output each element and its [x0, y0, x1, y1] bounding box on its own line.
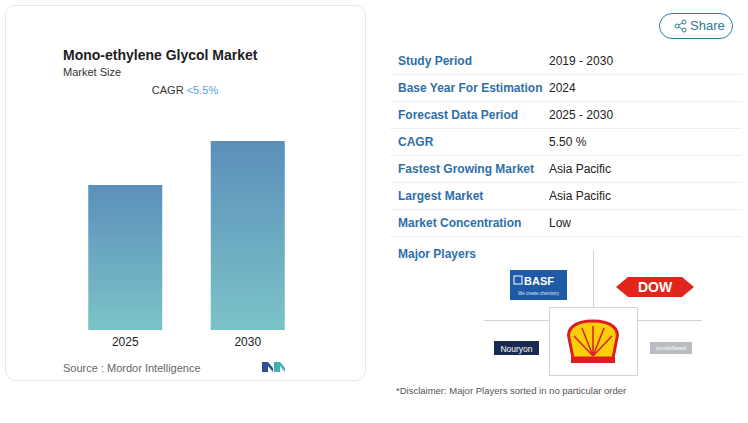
info-label: Forecast Data Period — [398, 108, 518, 122]
nouryon-name: Nouryon — [500, 344, 532, 354]
info-label: CAGR — [398, 135, 434, 149]
lyondellbasell-box — [650, 342, 692, 354]
share-icon-node — [682, 20, 686, 24]
x-tick-label: 2025 — [112, 335, 139, 349]
share-icon-link — [679, 23, 682, 29]
shell-base — [571, 357, 615, 363]
info-value: Low — [549, 216, 571, 230]
info-value: 2024 — [549, 81, 576, 95]
share-icon — [675, 20, 686, 32]
info-label: Fastest Growing Market — [398, 162, 534, 176]
info-label: Market Concentration — [398, 216, 521, 230]
basf-box — [510, 270, 567, 300]
bars — [88, 141, 285, 330]
info-label: Base Year For Estimation — [398, 81, 543, 95]
shell-shape — [569, 321, 618, 358]
lyondellbasell-name: lyondellbasell — [656, 345, 686, 351]
shell-logo — [569, 321, 618, 363]
bar — [88, 185, 162, 330]
share-border[interactable] — [660, 14, 733, 39]
players-title: Major Players — [398, 247, 476, 261]
row-divider — [390, 74, 742, 75]
basf-square — [514, 276, 522, 284]
mi-logo-part — [274, 362, 285, 372]
row-divider — [390, 155, 742, 156]
chart-card — [6, 6, 366, 381]
source: Source : Mordor Intelligence — [63, 362, 201, 374]
cagr-annotation: CAGR <5.5% — [152, 84, 219, 96]
basf-tagline: We create chemistry — [518, 291, 560, 296]
info-value: 2019 - 2030 — [549, 54, 613, 68]
disclaimer: *Disclaimer: Major Players sorted in no … — [396, 385, 626, 396]
x-tick-label: 2030 — [234, 335, 261, 349]
chart-title: Mono-ethylene Glycol Market — [63, 47, 258, 63]
row-divider — [390, 236, 742, 237]
dow-logo: DOW — [616, 277, 694, 297]
mi-logo-part — [262, 362, 273, 372]
info-label: Largest Market — [398, 189, 483, 203]
nouryon-logo: Nouryon — [494, 341, 539, 355]
annotation-value: <5.5% — [187, 84, 219, 96]
lyondellbasell-logo: lyondellbasell — [650, 342, 692, 354]
dow-diamond — [616, 277, 694, 297]
row-divider — [390, 209, 742, 210]
share-label: Share — [690, 18, 725, 33]
basf-logo: BASF We create chemistry — [510, 270, 567, 300]
share-button[interactable]: Share — [660, 14, 733, 39]
shell-box — [550, 308, 638, 376]
row-divider — [390, 101, 742, 102]
dow-name: DOW — [638, 279, 673, 295]
info-value: Asia Pacific — [549, 189, 611, 203]
bar — [211, 141, 285, 330]
info-value: 2025 - 2030 — [549, 108, 613, 122]
info-label: Study Period — [398, 54, 472, 68]
row-divider — [390, 182, 742, 183]
basf-name: BASF — [524, 275, 554, 287]
nouryon-box — [494, 341, 539, 355]
page: Mono-ethylene Glycol Market Market Size CA… — [0, 0, 748, 423]
row-divider — [390, 128, 742, 129]
mi-logo — [262, 362, 285, 372]
info-value: 5.50 % — [549, 135, 587, 149]
shell-ribs — [574, 326, 612, 356]
share-icon-node — [675, 24, 679, 28]
share-icon-node — [682, 28, 686, 32]
info-value: Asia Pacific — [549, 162, 611, 176]
chart-subtitle: Market Size — [63, 66, 121, 78]
annotation-label: CAGR — [152, 84, 187, 96]
